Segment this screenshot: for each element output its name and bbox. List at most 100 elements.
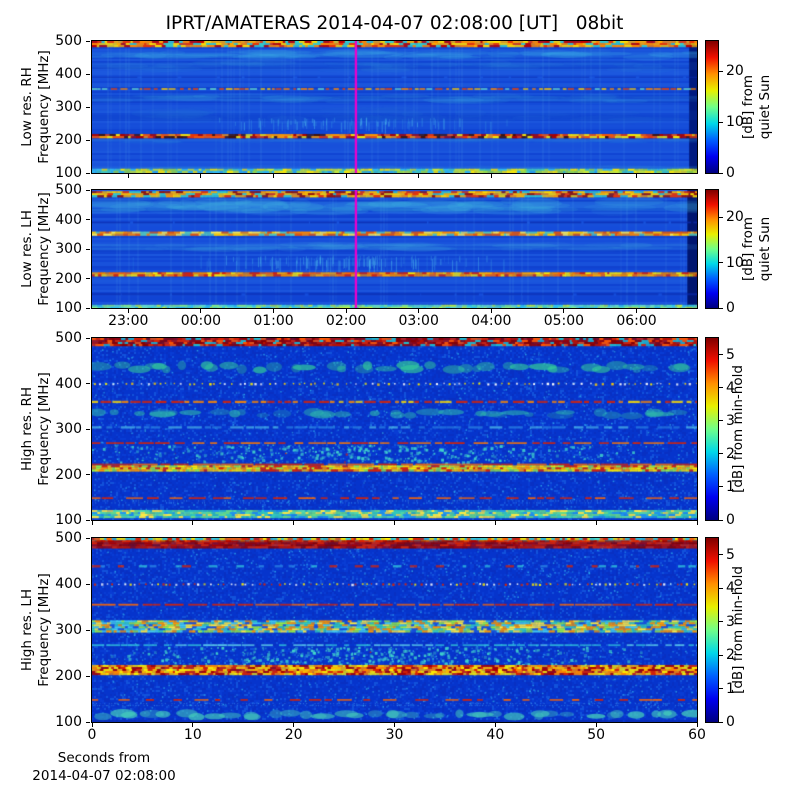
colorbar-tick-label-high-res-rh-5: 5 bbox=[726, 346, 735, 363]
x-tick-40 bbox=[494, 521, 496, 525]
x-tick-label-10: 10 bbox=[183, 727, 202, 743]
y-tick-label-300: 300 bbox=[55, 421, 82, 437]
x-tick-50 bbox=[595, 723, 597, 727]
colorbar-tick-label-low-res-rh-0: 0 bbox=[726, 165, 735, 181]
x-tick-05-00 bbox=[563, 309, 565, 313]
x-tick-04-00 bbox=[490, 174, 492, 178]
colorbar-gradient-high-res-rh bbox=[706, 338, 718, 520]
colorbar-tick-high-res-lh-3 bbox=[719, 621, 723, 623]
x-tick-05-00 bbox=[563, 174, 565, 178]
x-tick-0 bbox=[91, 521, 93, 525]
x-tick-label-04-00: 04:00 bbox=[471, 313, 512, 329]
y-tick-200 bbox=[86, 278, 90, 279]
colorbar-tick-high-res-rh-3 bbox=[719, 420, 723, 422]
x-tick-10 bbox=[192, 723, 194, 727]
y-tick-label-500: 500 bbox=[55, 330, 82, 346]
x-tick-label-05-00: 05:00 bbox=[543, 313, 585, 329]
colorbar-tick-low-res-rh-10 bbox=[719, 121, 723, 123]
panel-high-res-rh-plot bbox=[91, 337, 698, 521]
y-tick-label-100: 100 bbox=[55, 300, 82, 316]
y-tick-500 bbox=[86, 40, 90, 42]
y-tick-label-100: 100 bbox=[55, 165, 82, 181]
figure-title: IPRT/AMATERAS 2014-04-07 02:08:00 [UT] 0… bbox=[165, 13, 624, 34]
y-tick-label-400: 400 bbox=[55, 66, 82, 82]
colorbar-tick-label-low-res-rh-20: 20 bbox=[726, 63, 744, 80]
colorbar-tick-label-high-res-lh-4: 4 bbox=[726, 580, 735, 597]
colorbar-tick-low-res-lh-10 bbox=[719, 262, 723, 264]
colorbar-tick-label-low-res-lh-20: 20 bbox=[726, 209, 744, 226]
panel-high-res-rh-ylabel: High res. RH Frequency [MHz] bbox=[19, 372, 52, 486]
y-tick-label-500: 500 bbox=[55, 182, 82, 198]
x-tick-23-00 bbox=[127, 174, 129, 178]
colorbar-gradient-low-res-lh bbox=[706, 190, 718, 308]
x-tick-20 bbox=[293, 521, 295, 525]
panel-high-res-lh-plot bbox=[91, 537, 698, 723]
colorbar-tick-label-high-res-rh-3: 3 bbox=[726, 412, 735, 429]
spectrogram-high-res-lh bbox=[92, 538, 697, 722]
panel-low-res-rh-plot bbox=[91, 40, 698, 174]
x-tick-label-40: 40 bbox=[486, 727, 505, 743]
x-tick-03-00 bbox=[418, 174, 420, 178]
x-tick-00-00 bbox=[200, 174, 202, 178]
x-tick-label-0: 0 bbox=[87, 727, 97, 743]
colorbar-tick-label-high-res-lh-1: 1 bbox=[726, 680, 735, 697]
x-tick-label-20: 20 bbox=[284, 727, 303, 743]
colorbar-tick-high-res-lh-5 bbox=[719, 554, 723, 556]
panel-low-res-lh-plot bbox=[91, 189, 698, 309]
x-tick-0 bbox=[91, 723, 93, 727]
y-tick-label-200: 200 bbox=[55, 132, 82, 148]
y-tick-label-400: 400 bbox=[55, 375, 82, 392]
x-tick-06-00 bbox=[636, 309, 637, 313]
colorbar-tick-label-low-res-lh-0: 0 bbox=[726, 300, 735, 316]
y-tick-400 bbox=[86, 73, 90, 75]
y-tick-200 bbox=[86, 139, 90, 141]
colorbar-tick-high-res-rh-4 bbox=[719, 387, 723, 389]
x-tick-label-02-00: 02:00 bbox=[325, 313, 367, 329]
colorbar-tick-label-high-res-lh-5: 5 bbox=[726, 546, 735, 563]
spectrogram-low-res-lh bbox=[92, 190, 697, 308]
spectrogram-low-res-rh bbox=[92, 41, 697, 173]
x-tick-label-50: 50 bbox=[587, 727, 606, 743]
y-tick-label-200: 200 bbox=[55, 466, 82, 483]
x-tick-01-00 bbox=[273, 174, 274, 178]
x-tick-23-00 bbox=[127, 309, 129, 313]
y-tick-200 bbox=[86, 675, 90, 677]
y-tick-100 bbox=[86, 519, 90, 521]
y-tick-label-200: 200 bbox=[55, 668, 82, 684]
x-tick-60 bbox=[696, 521, 698, 525]
y-tick-label-400: 400 bbox=[55, 576, 82, 592]
x-tick-label-03-00: 03:00 bbox=[398, 313, 439, 329]
y-tick-400 bbox=[86, 383, 90, 384]
colorbar-tick-high-res-rh-0 bbox=[719, 519, 723, 521]
y-tick-300 bbox=[86, 248, 90, 250]
colorbar-tick-label-high-res-rh-2: 2 bbox=[726, 445, 735, 462]
x-tick-label-00-00: 00:00 bbox=[180, 313, 222, 329]
colorbar-tick-high-res-rh-2 bbox=[719, 453, 723, 455]
colorbar-tick-high-res-rh-1 bbox=[719, 486, 723, 488]
y-tick-500 bbox=[86, 189, 90, 191]
x-tick-04-00 bbox=[490, 309, 492, 313]
y-tick-400 bbox=[86, 583, 90, 585]
y-tick-100 bbox=[86, 721, 90, 723]
x-tick-label-23-00: 23:00 bbox=[108, 313, 149, 329]
colorbar-high-res-rh bbox=[705, 337, 719, 521]
colorbar-tick-label-high-res-lh-2: 2 bbox=[726, 647, 735, 664]
colorbar-high-res-lh-label: [dB] from min-hold bbox=[730, 566, 746, 694]
x-tick-label-60: 60 bbox=[688, 727, 706, 743]
x-tick-label-06-00: 06:00 bbox=[616, 313, 657, 329]
colorbar-tick-label-high-res-rh-1: 1 bbox=[726, 478, 735, 495]
colorbar-low-res-lh-label: [dB] from quiet Sun bbox=[740, 216, 773, 282]
y-tick-300 bbox=[86, 428, 90, 430]
x-tick-40 bbox=[494, 723, 496, 727]
x-tick-02-00 bbox=[345, 309, 347, 313]
colorbar-tick-label-low-res-lh-10: 10 bbox=[726, 254, 744, 271]
x-tick-00-00 bbox=[200, 309, 202, 313]
colorbar-gradient-low-res-rh bbox=[706, 41, 718, 173]
x-tick-06-00 bbox=[636, 174, 637, 178]
spectrogram-high-res-rh bbox=[92, 338, 697, 520]
x-tick-02-00 bbox=[345, 174, 347, 178]
bottom-axis-label-line2: 2014-04-07 02:08:00 bbox=[32, 767, 176, 784]
colorbar-tick-low-res-rh-20 bbox=[719, 70, 723, 72]
x-tick-03-00 bbox=[418, 309, 420, 313]
